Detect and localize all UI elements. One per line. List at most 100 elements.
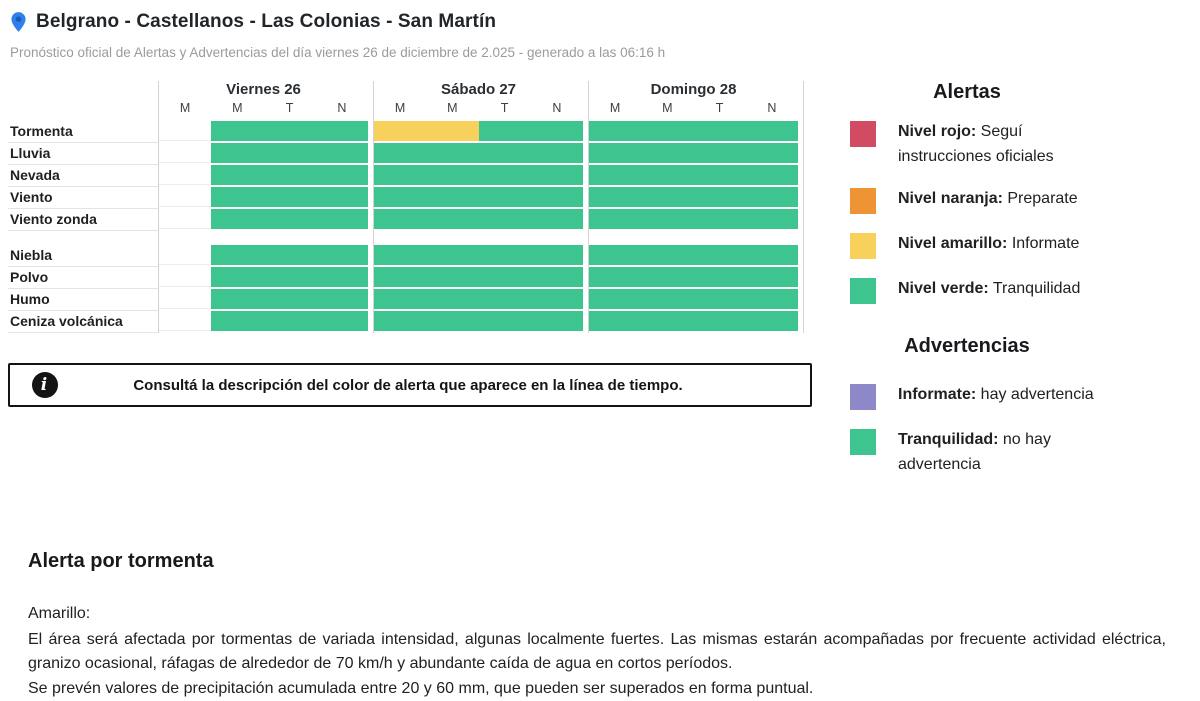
timeline-cell-empty[interactable] — [159, 311, 211, 331]
timeline-cell-green[interactable] — [694, 311, 746, 331]
timeline-cell-green[interactable] — [374, 245, 426, 265]
timeline-cell-green[interactable] — [264, 165, 316, 185]
timeline-cell-green[interactable] — [746, 121, 798, 141]
timeline-cell-green[interactable] — [316, 187, 368, 207]
timeline-cell-green[interactable] — [746, 245, 798, 265]
timeline-cell-green[interactable] — [211, 187, 263, 207]
timeline-cell-green[interactable] — [426, 311, 478, 331]
timeline-cell-green[interactable] — [746, 165, 798, 185]
timeline-cell-green[interactable] — [426, 245, 478, 265]
timeline-cell-green[interactable] — [641, 143, 693, 163]
timeline-cell-green[interactable] — [211, 245, 263, 265]
timeline-cell-green[interactable] — [264, 267, 316, 287]
timeline-cell-green[interactable] — [746, 289, 798, 309]
timeline-cell-green[interactable] — [479, 245, 531, 265]
timeline-cell-green[interactable] — [211, 267, 263, 287]
timeline-cell-green[interactable] — [426, 165, 478, 185]
timeline-cell-green[interactable] — [426, 187, 478, 207]
timeline-cell-green[interactable] — [316, 209, 368, 229]
timeline-cell-green[interactable] — [694, 209, 746, 229]
timeline-cell-green[interactable] — [479, 209, 531, 229]
timeline-cell-green[interactable] — [316, 143, 368, 163]
timeline-cell-green[interactable] — [589, 245, 641, 265]
timeline-cell-green[interactable] — [374, 311, 426, 331]
timeline-cell-empty[interactable] — [159, 165, 211, 185]
timeline-cell-green[interactable] — [531, 267, 583, 287]
timeline-cell-green[interactable] — [211, 165, 263, 185]
timeline-cell-green[interactable] — [211, 289, 263, 309]
timeline-cell-green[interactable] — [589, 267, 641, 287]
timeline-cell-green[interactable] — [746, 267, 798, 287]
timeline-cell-green[interactable] — [264, 289, 316, 309]
timeline-cell-green[interactable] — [211, 143, 263, 163]
timeline-cell-green[interactable] — [694, 165, 746, 185]
timeline-cell-empty[interactable] — [159, 245, 211, 265]
timeline-cell-green[interactable] — [641, 245, 693, 265]
timeline-cell-green[interactable] — [316, 121, 368, 141]
timeline-cell-green[interactable] — [426, 209, 478, 229]
timeline-cell-green[interactable] — [694, 289, 746, 309]
timeline-cell-green[interactable] — [211, 311, 263, 331]
timeline-cell-green[interactable] — [531, 209, 583, 229]
timeline-cell-green[interactable] — [374, 165, 426, 185]
timeline-cell-empty[interactable] — [159, 121, 211, 141]
timeline-cell-green[interactable] — [694, 143, 746, 163]
timeline-cell-green[interactable] — [211, 209, 263, 229]
timeline-cell-green[interactable] — [264, 245, 316, 265]
timeline-cell-green[interactable] — [316, 245, 368, 265]
timeline-cell-green[interactable] — [316, 165, 368, 185]
timeline-cell-green[interactable] — [694, 267, 746, 287]
timeline-cell-green[interactable] — [264, 311, 316, 331]
timeline-cell-green[interactable] — [316, 311, 368, 331]
timeline-cell-green[interactable] — [589, 311, 641, 331]
timeline-cell-green[interactable] — [746, 143, 798, 163]
timeline-cell-green[interactable] — [641, 209, 693, 229]
timeline-cell-yellow[interactable] — [374, 121, 426, 141]
timeline-cell-green[interactable] — [374, 267, 426, 287]
timeline-cell-green[interactable] — [531, 143, 583, 163]
timeline-cell-green[interactable] — [531, 311, 583, 331]
timeline-cell-green[interactable] — [479, 165, 531, 185]
timeline-cell-green[interactable] — [746, 209, 798, 229]
timeline-cell-green[interactable] — [374, 209, 426, 229]
timeline-cell-green[interactable] — [589, 187, 641, 207]
timeline-cell-green[interactable] — [374, 187, 426, 207]
timeline-cell-green[interactable] — [694, 121, 746, 141]
timeline-cell-empty[interactable] — [159, 143, 211, 163]
timeline-cell-green[interactable] — [746, 311, 798, 331]
timeline-cell-green[interactable] — [479, 121, 531, 141]
timeline-cell-green[interactable] — [264, 143, 316, 163]
timeline-cell-green[interactable] — [694, 245, 746, 265]
timeline-cell-green[interactable] — [374, 143, 426, 163]
timeline-cell-green[interactable] — [426, 289, 478, 309]
timeline-cell-green[interactable] — [479, 311, 531, 331]
timeline-cell-empty[interactable] — [159, 209, 211, 229]
timeline-cell-green[interactable] — [531, 245, 583, 265]
timeline-cell-green[interactable] — [479, 187, 531, 207]
timeline-cell-yellow[interactable] — [426, 121, 478, 141]
timeline-cell-green[interactable] — [531, 121, 583, 141]
timeline-cell-green[interactable] — [589, 121, 641, 141]
timeline-cell-empty[interactable] — [159, 289, 211, 309]
timeline-cell-green[interactable] — [641, 289, 693, 309]
timeline-cell-green[interactable] — [589, 289, 641, 309]
timeline-cell-green[interactable] — [264, 187, 316, 207]
timeline-cell-green[interactable] — [374, 289, 426, 309]
timeline-cell-green[interactable] — [694, 187, 746, 207]
timeline-cell-green[interactable] — [316, 267, 368, 287]
timeline-cell-green[interactable] — [264, 209, 316, 229]
timeline-cell-green[interactable] — [641, 165, 693, 185]
timeline-cell-green[interactable] — [426, 143, 478, 163]
timeline-cell-green[interactable] — [211, 121, 263, 141]
timeline-cell-green[interactable] — [479, 267, 531, 287]
timeline-cell-empty[interactable] — [159, 187, 211, 207]
timeline-cell-green[interactable] — [589, 165, 641, 185]
timeline-cell-empty[interactable] — [159, 267, 211, 287]
timeline-cell-green[interactable] — [479, 143, 531, 163]
timeline-cell-green[interactable] — [641, 121, 693, 141]
timeline-cell-green[interactable] — [426, 267, 478, 287]
timeline-cell-green[interactable] — [589, 143, 641, 163]
timeline-cell-green[interactable] — [264, 121, 316, 141]
timeline-cell-green[interactable] — [641, 267, 693, 287]
timeline-cell-green[interactable] — [641, 311, 693, 331]
